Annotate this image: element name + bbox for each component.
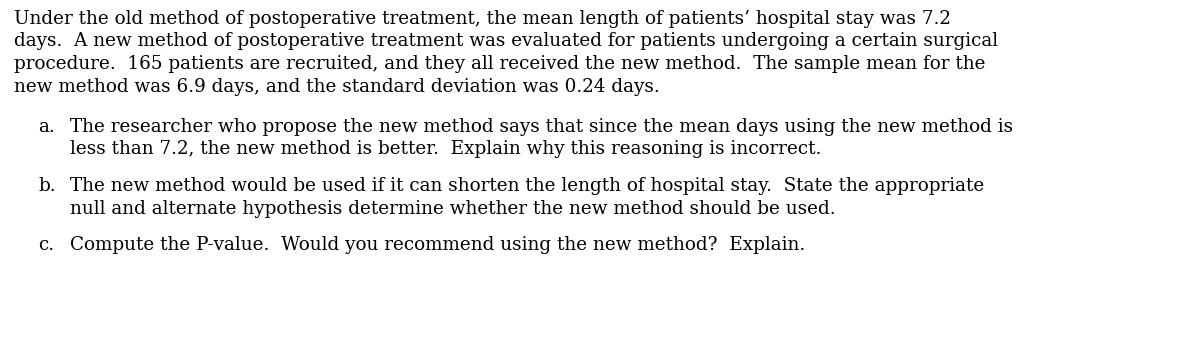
Text: Under the old method of postoperative treatment, the mean length of patients’ ho: Under the old method of postoperative tr… — [14, 10, 950, 28]
Text: The new method would be used if it can shorten the length of hospital stay.  Sta: The new method would be used if it can s… — [70, 177, 984, 195]
Text: procedure.  165 patients are recruited, and they all received the new method.  T: procedure. 165 patients are recruited, a… — [14, 55, 985, 73]
Text: less than 7.2, the new method is better.  Explain why this reasoning is incorrec: less than 7.2, the new method is better.… — [70, 140, 821, 159]
Text: Compute the P-value.  Would you recommend using the new method?  Explain.: Compute the P-value. Would you recommend… — [70, 236, 805, 254]
Text: new method was 6.9 days, and the standard deviation was 0.24 days.: new method was 6.9 days, and the standar… — [14, 78, 660, 96]
Text: a.: a. — [38, 118, 55, 136]
Text: b.: b. — [38, 177, 55, 195]
Text: days.  A new method of postoperative treatment was evaluated for patients underg: days. A new method of postoperative trea… — [14, 33, 998, 51]
Text: The researcher who propose the new method says that since the mean days using th: The researcher who propose the new metho… — [70, 118, 1013, 136]
Text: null and alternate hypothesis determine whether the new method should be used.: null and alternate hypothesis determine … — [70, 199, 835, 218]
Text: c.: c. — [38, 236, 54, 254]
